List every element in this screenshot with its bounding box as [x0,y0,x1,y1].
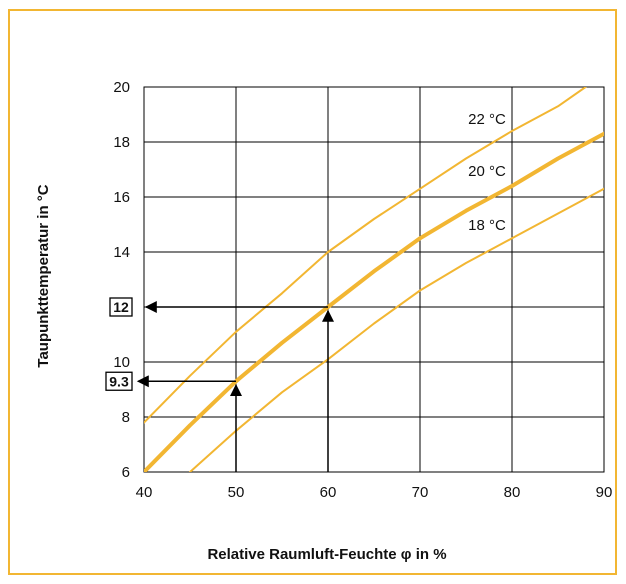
plot-border [143,86,605,473]
curve-label-20c: 20 °C [468,163,506,180]
x-tick-label: 60 [320,484,337,501]
curve-labels: 22 °C 20 °C 18 °C [468,111,506,234]
curves [144,87,604,472]
x-tick-label: 80 [504,484,521,501]
y-tick-label: 14 [113,244,130,261]
chart-frame [8,9,617,575]
tick-labels: 40 50 60 70 80 90 6 8 10 14 16 18 20 [113,79,612,501]
y-tick-label: 8 [122,409,130,426]
reading-value-50: 9.3 [109,373,129,389]
curve-18c [189,187,604,472]
x-tick-label: 40 [136,484,153,501]
curve-label-22c: 22 °C [468,111,506,128]
x-axis-title: Relative Raumluft-Feuchte φ in % [207,546,446,563]
x-tick-label: 50 [228,484,245,501]
y-tick-label: 18 [113,134,130,151]
y-tick-label: 6 [122,464,130,481]
reading-value-60: 12 [113,299,129,315]
y-tick-label: 20 [113,79,130,96]
curve-22c [144,87,587,424]
x-tick-label: 90 [596,484,613,501]
y-axis-title: Taupunkttemperatur in °C [35,184,52,367]
reading-box-60 [109,297,133,317]
grid [143,86,605,473]
reading-arrows: 9.3 12 [105,297,334,472]
reading-box-50 [105,371,133,391]
y-tick-label: 10 [113,354,130,371]
curve-20c [144,131,604,472]
y-tick-label: 16 [113,189,130,206]
x-tick-label: 70 [412,484,429,501]
curve-label-18c: 18 °C [468,217,506,234]
